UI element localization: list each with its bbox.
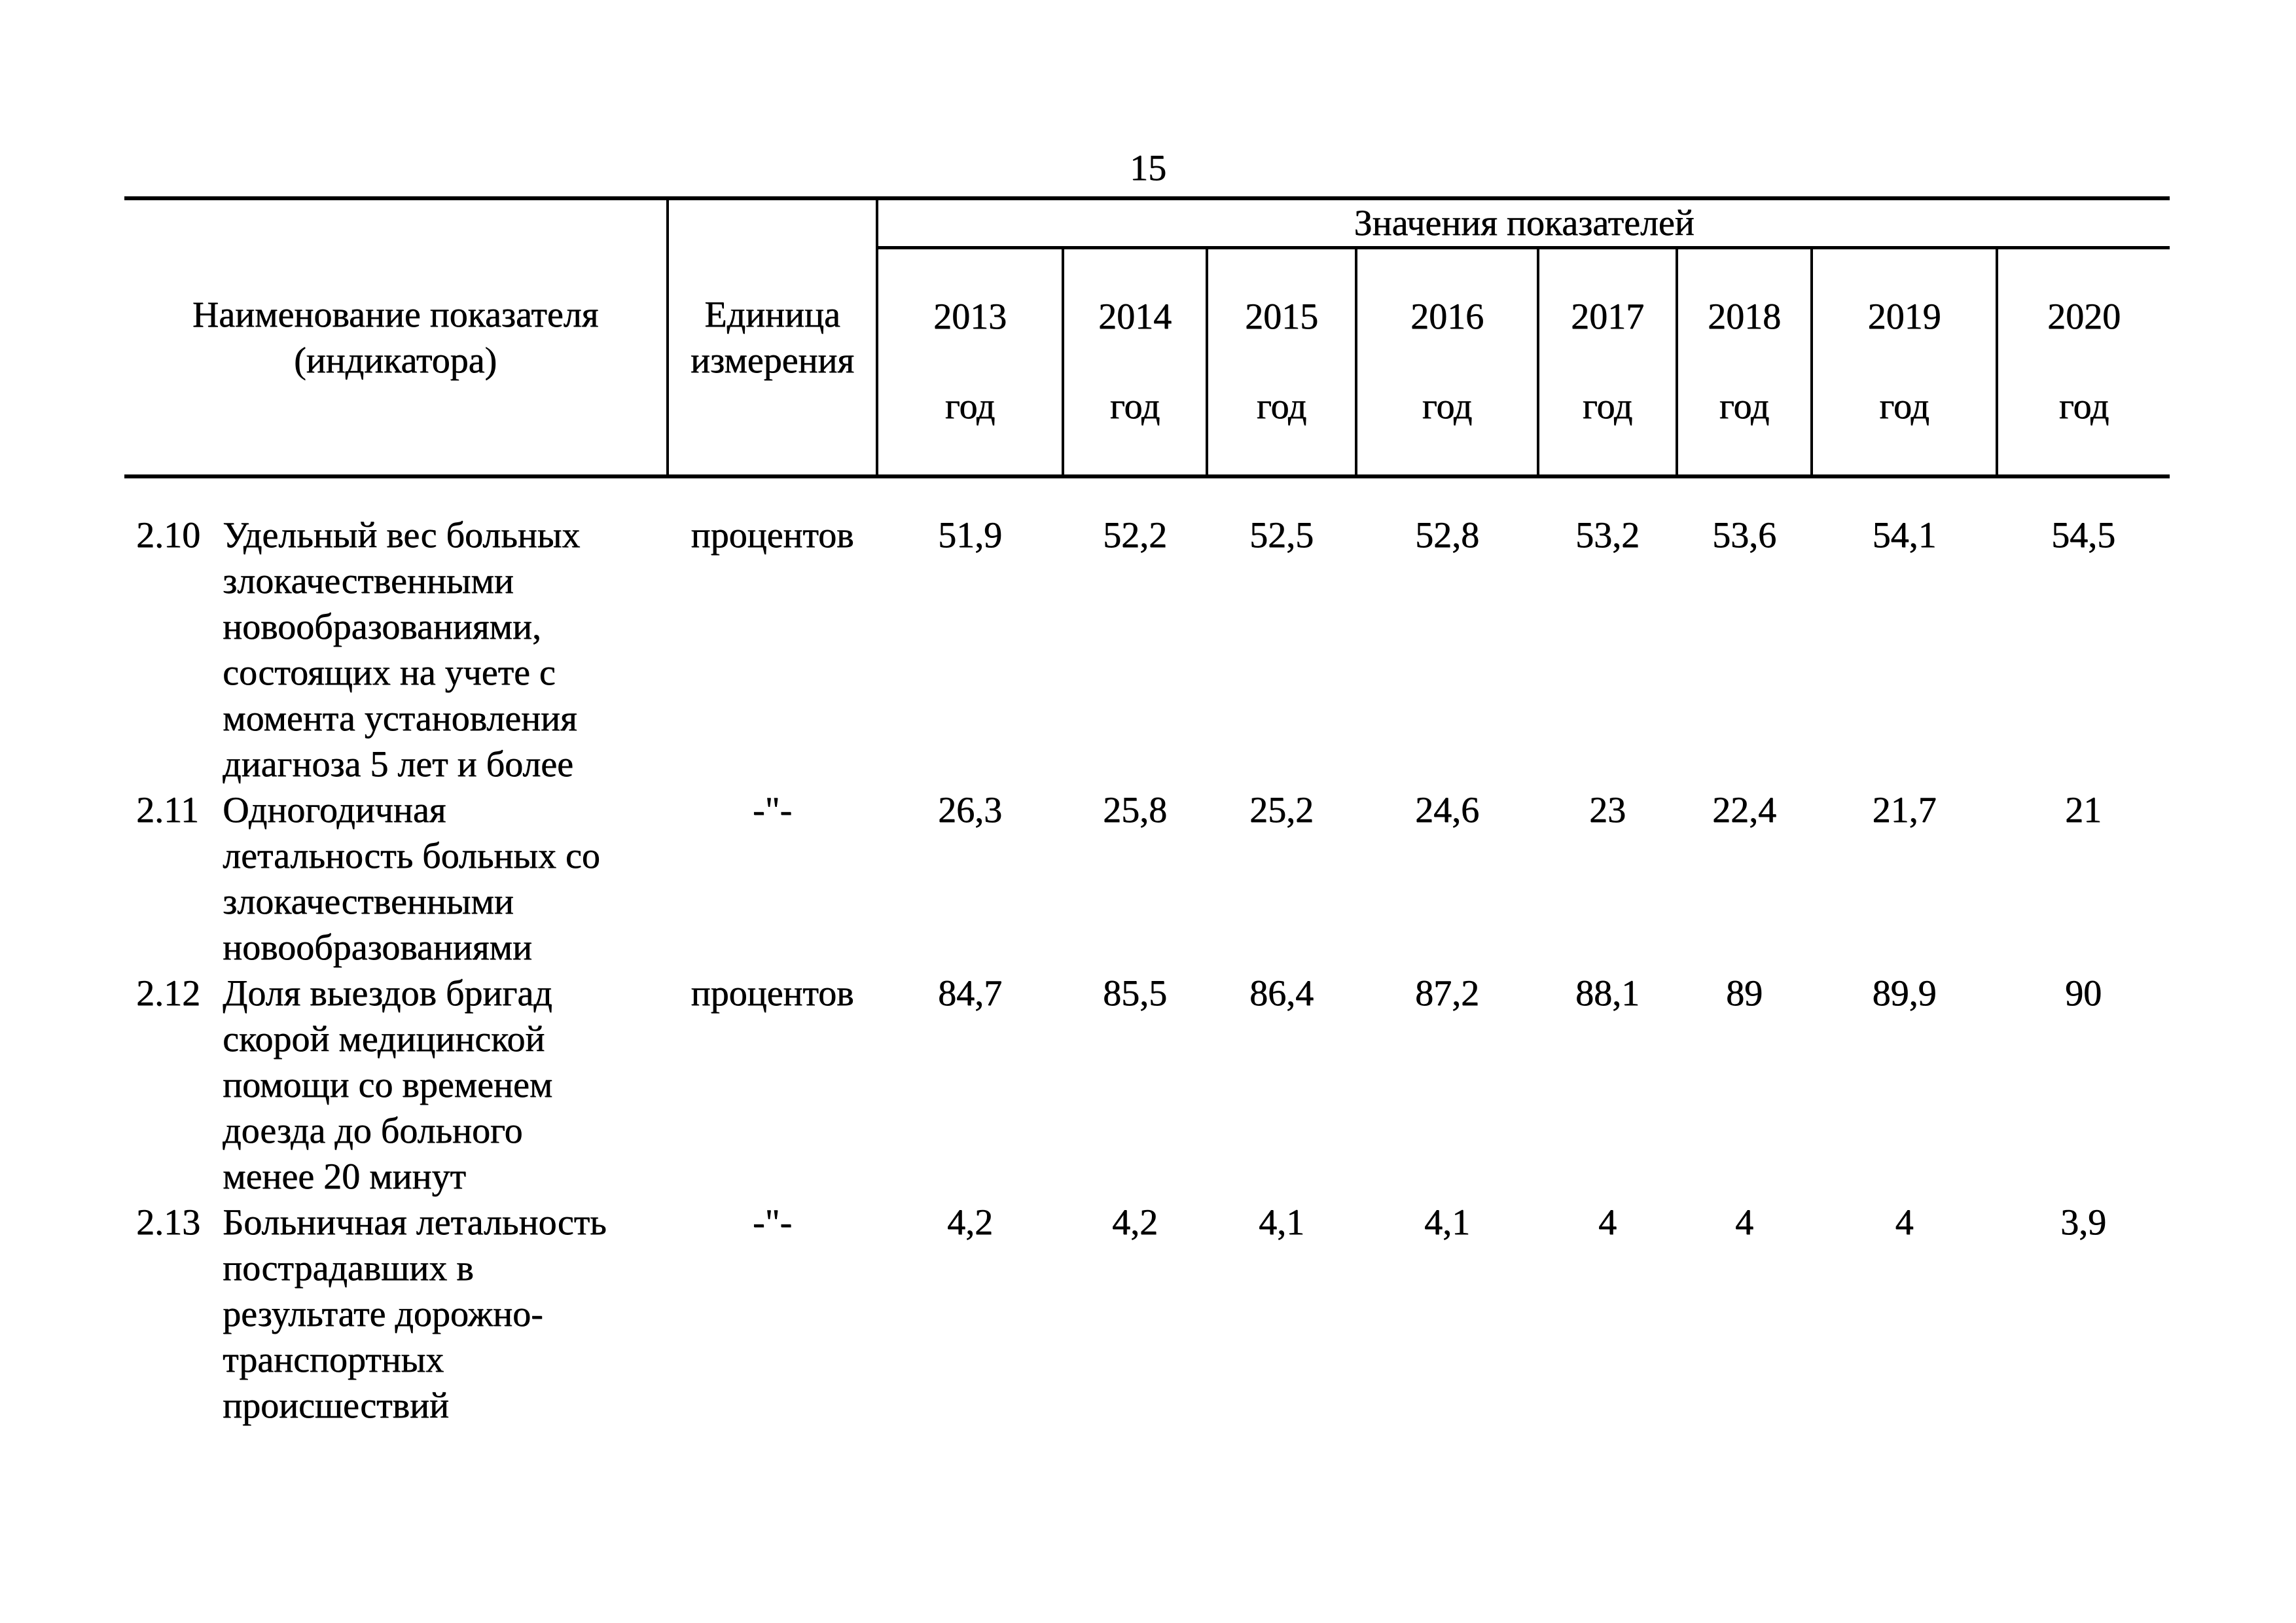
header-row-years: 2013 год 2014 год 2015 год 2016 год 2017 (124, 247, 2170, 478)
value-cell-2017: 88,1 (1575, 973, 1640, 1014)
value-cell-2014: 4,2 (1112, 1202, 1158, 1243)
table-row-2-12: 2.12 Доля выездов бригад скорой медицинс… (124, 971, 2170, 1200)
page-number: 15 (1130, 148, 1166, 188)
value-cell-2014: 85,5 (1103, 973, 1167, 1014)
indicator-name-cell: Больничная летальность пострадавших в ре… (223, 1202, 607, 1426)
unit-cell: -"- (752, 790, 793, 830)
year-value: 2017 (1571, 296, 1644, 337)
value-cell-2013: 51,9 (938, 515, 1002, 556)
year-label: год (1719, 386, 1770, 427)
value-cell-2019: 89,9 (1872, 973, 1937, 1014)
unit-cell: процентов (691, 973, 854, 1014)
value-cell-2020: 3,9 (2060, 1202, 2107, 1243)
indicator-name-cell: Доля выездов бригад скорой медицинской п… (223, 973, 553, 1197)
value-cell-2018: 4 (1735, 1202, 1753, 1243)
value-cell-2019: 54,1 (1872, 515, 1937, 556)
value-cell-2015: 86,4 (1249, 973, 1314, 1014)
year-value: 2016 (1410, 296, 1484, 337)
year-label: год (1422, 386, 1473, 427)
indicator-name-cell: Одногодичная летальность больных со злок… (223, 790, 600, 968)
value-cell-2018: 53,6 (1712, 515, 1776, 556)
value-cell-2015: 4,1 (1259, 1202, 1304, 1243)
value-cell-2020: 21 (2065, 790, 2102, 830)
year-label: год (1256, 386, 1307, 427)
year-value: 2020 (2047, 296, 2121, 337)
year-value: 2018 (1708, 296, 1781, 337)
year-value: 2013 (933, 296, 1007, 337)
header-year-2016: 2016 год (1355, 247, 1538, 478)
header-year-2017: 2017 год (1537, 247, 1677, 478)
table-row-2-10: 2.10 Удельный вес больных злокачественны… (124, 476, 2170, 787)
year-value: 2019 (1867, 296, 1941, 337)
header-year-2018: 2018 год (1676, 247, 1812, 478)
year-label: год (1582, 386, 1633, 427)
header-year-2015: 2015 год (1206, 247, 1356, 478)
value-cell-2015: 25,2 (1249, 790, 1314, 830)
value-cell-2014: 52,2 (1103, 515, 1167, 556)
value-cell-2020: 54,5 (2051, 515, 2116, 556)
row-number-cell: 2.13 (136, 1202, 200, 1243)
value-cell-2016: 4,1 (1424, 1202, 1470, 1243)
year-value: 2015 (1245, 296, 1318, 337)
header-row-top: Наименование показателя (индикатора) Еди… (124, 198, 2170, 478)
value-cell-2015: 52,5 (1249, 515, 1314, 556)
value-cell-2016: 24,6 (1415, 790, 1479, 830)
header-year-2019: 2019 год (1810, 247, 1997, 478)
row-number-cell: 2.12 (136, 973, 200, 1014)
unit-cell: процентов (691, 515, 854, 556)
table-header: Наименование показателя (индикатора) Еди… (124, 198, 2170, 478)
year-label: год (1109, 386, 1160, 427)
value-cell-2020: 90 (2065, 973, 2102, 1014)
value-cell-2017: 53,2 (1575, 515, 1640, 556)
value-cell-2019: 4 (1895, 1202, 1914, 1243)
value-cell-2016: 87,2 (1415, 973, 1479, 1014)
header-year-2013: 2013 год (876, 247, 1063, 478)
table-body: 2.10 Удельный вес больных злокачественны… (124, 476, 2170, 1429)
header-year-2020: 2020 год (1995, 247, 2170, 478)
value-cell-2013: 4,2 (947, 1202, 993, 1243)
value-cell-2019: 21,7 (1872, 790, 1937, 830)
header-unit: Единица измерения (666, 198, 878, 478)
year-label: год (2058, 386, 2109, 427)
value-cell-2017: 23 (1589, 790, 1626, 830)
year-value: 2014 (1098, 296, 1172, 337)
indicators-table: Наименование показателя (индикатора) Еди… (124, 196, 2170, 1429)
table-row-2-13: 2.13 Больничная летальность пострадавших… (124, 1200, 2170, 1429)
header-indicator-name: Наименование показателя (индикатора) (124, 198, 668, 478)
unit-cell: -"- (752, 1202, 793, 1243)
indicator-name-cell: Удельный вес больных злокачественными но… (223, 515, 581, 785)
year-label: год (944, 386, 996, 427)
value-cell-2014: 25,8 (1103, 790, 1167, 830)
row-number-cell: 2.10 (136, 515, 200, 556)
row-number-cell: 2.11 (136, 790, 199, 830)
value-cell-2016: 52,8 (1415, 515, 1479, 556)
value-cell-2013: 84,7 (938, 973, 1002, 1014)
value-cell-2018: 22,4 (1712, 790, 1776, 830)
year-label: год (1879, 386, 1929, 427)
table-row-2-11: 2.11 Одногодичная летальность больных со… (124, 787, 2170, 971)
header-values-span: Значения показателей (877, 198, 2170, 249)
value-cell-2018: 89 (1726, 973, 1763, 1014)
value-cell-2013: 26,3 (938, 790, 1002, 830)
value-cell-2017: 4 (1598, 1202, 1617, 1243)
header-year-2014: 2014 год (1062, 247, 1207, 478)
